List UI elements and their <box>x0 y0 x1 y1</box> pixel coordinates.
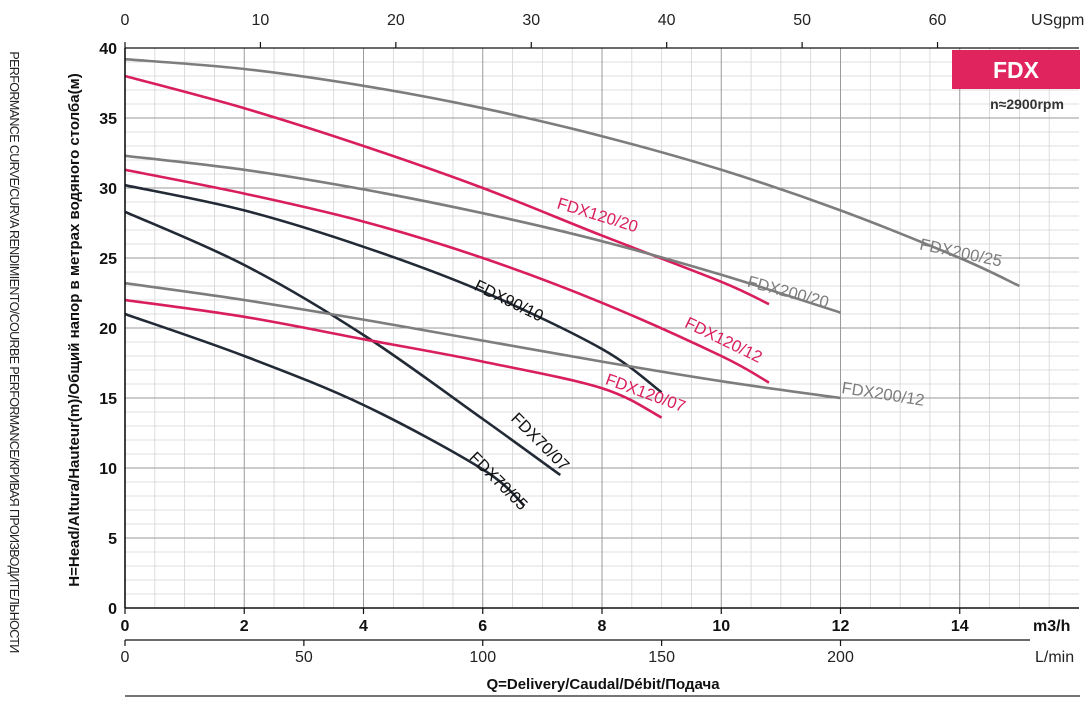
series-line-fdx120-07 <box>124 298 663 419</box>
badge-speed: n≈2900rpm <box>990 96 1064 112</box>
y-tick-label: 0 <box>108 601 117 618</box>
curve-label: FDX70/05 <box>466 449 531 514</box>
x-axis-title: Q=Delivery/Caudal/Débit/Подача <box>486 676 720 693</box>
x-tick-label-m3h: 0 <box>121 618 130 635</box>
x-tick-label-m3h: 14 <box>951 618 969 635</box>
x-tick-label-usgpm: 20 <box>387 12 405 29</box>
x-unit-usgpm: USgpm <box>1031 12 1084 29</box>
series-line-fdx90-10 <box>124 183 663 394</box>
y-tick-label: 35 <box>99 111 117 128</box>
x-tick-label-lmin: 0 <box>121 649 130 666</box>
x-tick-label-usgpm: 0 <box>121 12 130 29</box>
y-tick-label: 20 <box>99 321 117 338</box>
x-tick-label-m3h: 8 <box>598 618 607 635</box>
y-tick-label: 25 <box>99 251 117 268</box>
x-tick-label-usgpm: 60 <box>929 12 947 29</box>
x-tick-label-m3h: 6 <box>478 618 487 635</box>
series-layer <box>124 57 1020 507</box>
y-axis-title: H=Head/Altura/Hauteur(m)/Общий напор в м… <box>66 73 83 586</box>
x-tick-label-m3h: 10 <box>712 618 730 635</box>
badge-box <box>952 50 1080 89</box>
y-tick-label: 10 <box>99 461 117 478</box>
x-unit-m3h: m3/h <box>1033 618 1070 635</box>
y-tick-label: 40 <box>99 41 117 58</box>
series-line-fdx200-25 <box>124 57 1020 288</box>
y-tick-label: 15 <box>99 391 117 408</box>
curve-label: FDX200/20 <box>745 273 830 312</box>
series-line-fdx120-20 <box>124 74 770 306</box>
series-line-fdx70-05 <box>124 312 526 507</box>
curve-label: FDX120/12 <box>682 314 765 367</box>
series-line-fdx200-20 <box>124 154 841 314</box>
x-tick-label-m3h: 4 <box>359 618 368 635</box>
x-tick-label-lmin: 100 <box>469 649 496 666</box>
series-line-fdx70-07 <box>124 210 562 477</box>
x-tick-label-lmin: 200 <box>827 649 854 666</box>
series-line-fdx200-12 <box>124 281 841 400</box>
badge-label: FDX <box>993 57 1040 83</box>
y-tick-label: 30 <box>99 181 117 198</box>
x-unit-lmin: L/min <box>1035 649 1074 666</box>
y-tick-label: 5 <box>108 531 117 548</box>
x-tick-label-lmin: 150 <box>648 649 675 666</box>
x-tick-label-usgpm: 40 <box>658 12 676 29</box>
x-tick-label-m3h: 2 <box>240 618 249 635</box>
curve-label: FDX200/25 <box>918 236 1003 271</box>
x-tick-label-m3h: 12 <box>832 618 850 635</box>
x-tick-label-usgpm: 50 <box>793 12 811 29</box>
series-line-fdx120-12 <box>124 168 770 384</box>
curve-label: FDX70/07 <box>507 409 572 474</box>
x-tick-label-lmin: 50 <box>295 649 313 666</box>
x-tick-label-usgpm: 30 <box>522 12 540 29</box>
grid-major <box>125 48 1079 608</box>
x-tick-label-usgpm: 10 <box>252 12 270 29</box>
